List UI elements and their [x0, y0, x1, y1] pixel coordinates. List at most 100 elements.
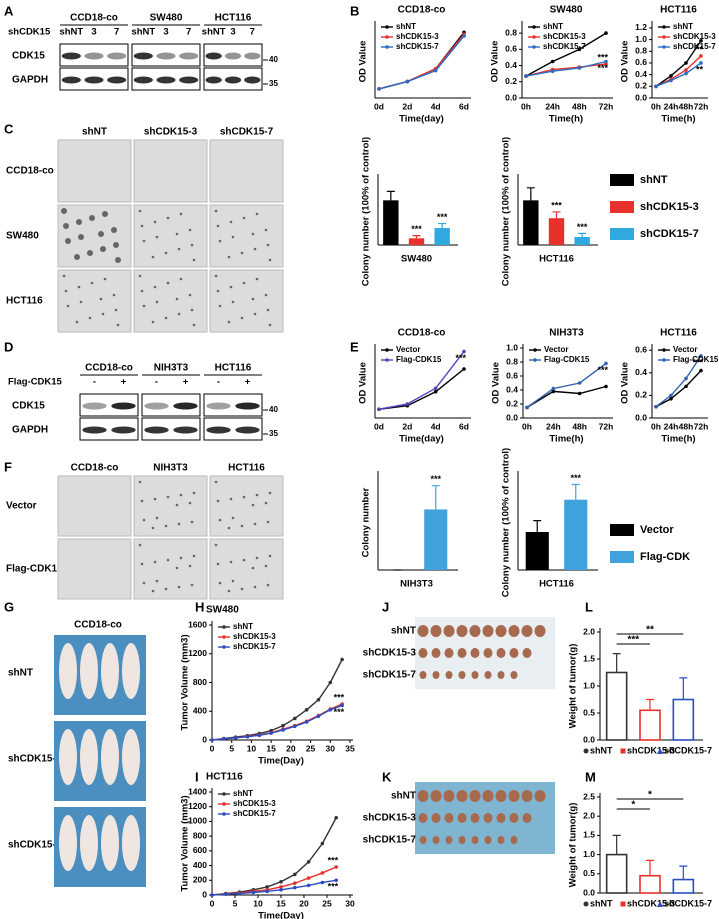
colony — [229, 285, 233, 289]
band — [156, 76, 176, 84]
band — [144, 426, 169, 434]
band — [206, 402, 231, 410]
category-marker — [620, 901, 626, 907]
y-tick-label: 0 — [202, 734, 207, 744]
point — [306, 883, 311, 888]
tumor — [430, 790, 442, 802]
y-tick-label: 400 — [193, 706, 207, 716]
band — [133, 52, 153, 60]
colony — [155, 235, 159, 239]
tumor — [443, 625, 455, 637]
panel-letter: F — [4, 459, 12, 474]
band — [111, 402, 136, 410]
bar — [639, 709, 661, 741]
colony — [155, 300, 159, 304]
band — [179, 52, 199, 60]
tumor — [417, 790, 429, 802]
legend-marker — [222, 645, 226, 649]
colony — [229, 560, 233, 564]
error-bar — [526, 187, 535, 201]
lane-label: shNT — [131, 27, 155, 38]
lane-label: 3 — [230, 27, 235, 38]
legend-marker — [222, 792, 226, 796]
y-tick-label: 0.2 — [505, 76, 517, 86]
mouse — [59, 729, 77, 785]
y-tick-label: 0.0 — [583, 734, 595, 744]
colony — [103, 277, 107, 281]
colony — [98, 231, 104, 237]
colony — [138, 274, 142, 278]
y-tick-label: 1.5 — [583, 653, 595, 663]
colony — [253, 247, 257, 251]
y-tick-label: 0.2 — [635, 81, 647, 91]
colony — [190, 583, 194, 587]
colony — [153, 220, 157, 224]
tumor — [534, 790, 546, 802]
legend-label: shCDK15-7 — [233, 809, 276, 818]
legend-marker — [662, 348, 666, 352]
x-tick-label: shCDK15-3 — [627, 745, 675, 755]
micrograph — [57, 204, 132, 268]
x-axis-label: Time(Day) — [258, 756, 304, 767]
blot-group: HCT116 — [215, 13, 252, 24]
colony — [251, 503, 255, 507]
tumor — [470, 648, 480, 658]
blot-frame — [131, 43, 201, 67]
colony — [227, 526, 231, 530]
category-marker — [657, 748, 663, 754]
point — [577, 391, 582, 396]
legend-label: shCDK15-3 — [640, 201, 699, 213]
chart-title: HCT116 — [660, 5, 697, 16]
colony — [266, 308, 270, 312]
row-label: shNT — [391, 626, 416, 637]
significance: *** — [627, 635, 639, 646]
panel-letter: G — [4, 599, 14, 614]
point — [433, 389, 438, 394]
legend-label: shNT — [396, 22, 416, 31]
colony — [140, 499, 144, 503]
marker-label: 35 — [269, 79, 278, 88]
colony — [175, 503, 179, 507]
bar — [605, 671, 628, 741]
category-marker — [583, 748, 589, 754]
point — [699, 54, 703, 58]
colony — [65, 238, 71, 244]
point — [577, 381, 582, 385]
legend-marker — [385, 348, 389, 352]
legend-label: shCDK15-3 — [233, 632, 276, 641]
tumor — [419, 836, 427, 844]
mouse — [101, 643, 119, 699]
colony — [175, 566, 179, 570]
colony — [166, 495, 170, 499]
mouse — [101, 815, 119, 871]
colony — [179, 493, 183, 497]
colony — [142, 581, 146, 585]
point — [320, 871, 325, 875]
x-axis-label: Time(h) — [549, 114, 583, 125]
y-tick-label: 2.0 — [583, 626, 595, 636]
significance: *** — [430, 474, 441, 484]
colony — [268, 554, 272, 558]
legend-marker — [662, 25, 666, 29]
colony — [77, 285, 81, 289]
legend-marker — [385, 358, 389, 362]
micrograph — [133, 269, 208, 333]
y-tick-label: 1400 — [188, 786, 207, 796]
x-axis-label: Time(day) — [399, 114, 444, 125]
legend-label: Flag-CDK15 — [396, 355, 442, 364]
x-tick-label: 30 — [326, 743, 336, 753]
point — [699, 354, 703, 358]
colony — [231, 516, 235, 520]
colony — [179, 212, 183, 216]
series-line — [655, 62, 702, 87]
point — [334, 815, 339, 820]
x-axis-label: Time(h) — [661, 114, 695, 125]
point — [340, 657, 344, 662]
band — [173, 426, 198, 434]
tumor — [469, 790, 481, 802]
colony — [115, 257, 121, 263]
x-tick-label: 72h — [694, 101, 709, 111]
y-tick-label: 0.8 — [506, 356, 518, 366]
point — [224, 892, 228, 897]
